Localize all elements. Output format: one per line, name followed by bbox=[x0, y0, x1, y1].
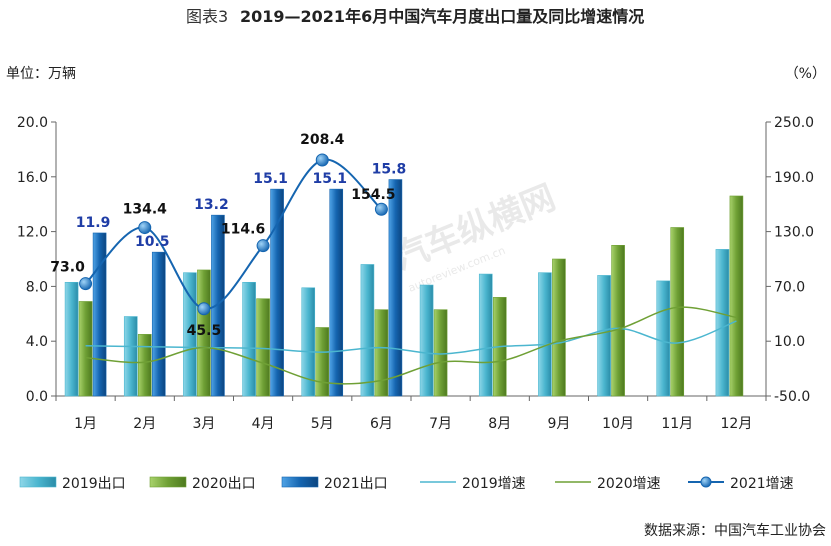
bar-2019出口 bbox=[242, 281, 256, 397]
right-tick-label: 250.0 bbox=[774, 115, 814, 131]
left-tick-label: 0.0 bbox=[26, 389, 48, 405]
bar-2021出口 bbox=[329, 188, 344, 397]
bar-label-2021出口: 10.5 bbox=[135, 234, 170, 250]
right-tick-label: 10.0 bbox=[774, 334, 805, 350]
line-label-2021增速: 208.4 bbox=[300, 132, 345, 148]
legend-label-2021增速: 2021增速 bbox=[730, 476, 794, 492]
line-label-2021增速: 154.5 bbox=[351, 187, 395, 203]
right-tick-label: -50.0 bbox=[774, 389, 810, 405]
bar-2020出口 bbox=[78, 301, 93, 397]
data-source: 数据来源：中国汽车工业协会 bbox=[644, 522, 826, 539]
bars-layer bbox=[64, 179, 744, 397]
legend-marker-2021增速 bbox=[700, 476, 712, 488]
x-tick-label: 7月 bbox=[429, 416, 452, 432]
bar-2021出口 bbox=[388, 179, 403, 397]
bar-2021出口 bbox=[211, 214, 225, 397]
point-2021增速 bbox=[315, 153, 329, 167]
bar-2020出口 bbox=[315, 327, 330, 397]
line-2020增速 bbox=[85, 306, 737, 385]
bar-2019出口 bbox=[64, 281, 79, 397]
data-labels-layer: 11.9 10.5 13.2 15.1 15.1 15.8 73.0 134.4 45.5 114… bbox=[50, 132, 406, 339]
bar-2020出口 bbox=[552, 258, 566, 397]
bar-2020出口 bbox=[256, 298, 270, 397]
x-tick-label: 2月 bbox=[133, 416, 156, 432]
line-label-2021增速: 73.0 bbox=[50, 260, 85, 276]
x-tick-label: 9月 bbox=[547, 416, 570, 432]
legend-label-2020出口: 2020出口 bbox=[192, 476, 256, 492]
bar-2021出口 bbox=[151, 251, 166, 397]
x-tick-label: 11月 bbox=[661, 416, 693, 432]
bar-2019出口 bbox=[656, 280, 671, 397]
left-tick-label: 12.0 bbox=[17, 225, 48, 241]
x-tick-label: 6月 bbox=[370, 416, 393, 432]
chart-title-prefix: 图表3 bbox=[186, 7, 228, 26]
left-axis-ticks: 0.0 4.0 8.0 12.0 16.0 20.0 bbox=[17, 115, 56, 405]
chart-title: 2019—2021年6月中国汽车月度出口量及同比增速情况 bbox=[240, 7, 644, 26]
left-axis-unit: 单位：万辆 bbox=[6, 66, 76, 82]
bar-2021出口 bbox=[270, 188, 284, 397]
x-tick-label: 5月 bbox=[311, 416, 334, 432]
bar-2020出口 bbox=[433, 309, 448, 397]
line-label-2021增速: 134.4 bbox=[123, 202, 168, 218]
left-tick-label: 8.0 bbox=[26, 279, 48, 295]
line-label-2021增速: 45.5 bbox=[187, 323, 222, 339]
legend: 2019出口 2020出口 2021出口 2019增速 2020增速 2021增速 bbox=[19, 476, 794, 492]
point-2021增速 bbox=[197, 302, 211, 316]
x-tick-label: 12月 bbox=[721, 416, 753, 432]
bar-2019出口 bbox=[597, 275, 611, 397]
legend-label-2020增速: 2020增速 bbox=[597, 476, 661, 492]
legend-label-2019增速: 2019增速 bbox=[462, 476, 526, 492]
bar-2019出口 bbox=[419, 284, 434, 397]
bar-2019出口 bbox=[478, 273, 493, 397]
lines-layer bbox=[79, 153, 737, 385]
legend-label-2019出口: 2019出口 bbox=[62, 476, 126, 492]
bar-2020出口 bbox=[197, 269, 211, 397]
bar-2019出口 bbox=[123, 316, 138, 397]
bar-2020出口 bbox=[374, 309, 389, 397]
legend-swatch-2021出口 bbox=[281, 476, 319, 488]
watermark: 汽车纵横网 autoreview.com.cn bbox=[388, 178, 561, 295]
x-tick-label: 1月 bbox=[74, 416, 97, 432]
left-tick-label: 20.0 bbox=[17, 115, 48, 131]
right-axis-unit: （%） bbox=[785, 66, 826, 82]
x-tick-label: 4月 bbox=[252, 416, 275, 432]
point-2021增速 bbox=[79, 277, 93, 291]
x-tick-label: 3月 bbox=[192, 416, 215, 432]
right-tick-label: 70.0 bbox=[774, 279, 805, 295]
x-axis-ticks: 1月 2月 3月 4月 5月 6月 7月 8月 9月 10月 11月 12月 bbox=[55, 396, 767, 432]
bar-label-2021出口: 13.2 bbox=[194, 197, 229, 213]
bar-2019出口 bbox=[183, 272, 197, 397]
line-label-2021增速: 114.6 bbox=[221, 222, 265, 238]
bar-2020出口 bbox=[137, 334, 152, 397]
right-tick-label: 130.0 bbox=[774, 225, 814, 241]
bar-label-2021出口: 15.1 bbox=[253, 171, 288, 187]
bar-2021出口 bbox=[92, 232, 107, 397]
bar-2019出口 bbox=[301, 287, 316, 397]
x-tick-label: 10月 bbox=[602, 416, 634, 432]
bar-label-2021出口: 11.9 bbox=[76, 215, 111, 231]
bar-2019出口 bbox=[715, 249, 730, 397]
bar-2020出口 bbox=[611, 245, 625, 397]
right-tick-label: 190.0 bbox=[774, 170, 814, 186]
x-tick-label: 8月 bbox=[488, 416, 511, 432]
bar-2019出口 bbox=[538, 272, 552, 397]
left-tick-label: 16.0 bbox=[17, 170, 48, 186]
point-2021增速 bbox=[256, 239, 270, 253]
bar-label-2021出口: 15.8 bbox=[372, 162, 407, 178]
right-axis-ticks: -50.0 10.0 70.0 130.0 190.0 250.0 bbox=[766, 115, 814, 405]
legend-swatch-2019出口 bbox=[19, 476, 57, 488]
bar-2020出口 bbox=[729, 195, 744, 397]
bar-2019出口 bbox=[360, 264, 375, 397]
legend-swatch-2020出口 bbox=[149, 476, 187, 488]
bar-label-2021出口: 15.1 bbox=[312, 171, 347, 187]
point-2021增速 bbox=[138, 221, 152, 235]
left-tick-label: 4.0 bbox=[26, 334, 48, 350]
legend-label-2021出口: 2021出口 bbox=[324, 476, 388, 492]
bar-2020出口 bbox=[670, 227, 685, 397]
point-2021增速 bbox=[374, 202, 388, 216]
